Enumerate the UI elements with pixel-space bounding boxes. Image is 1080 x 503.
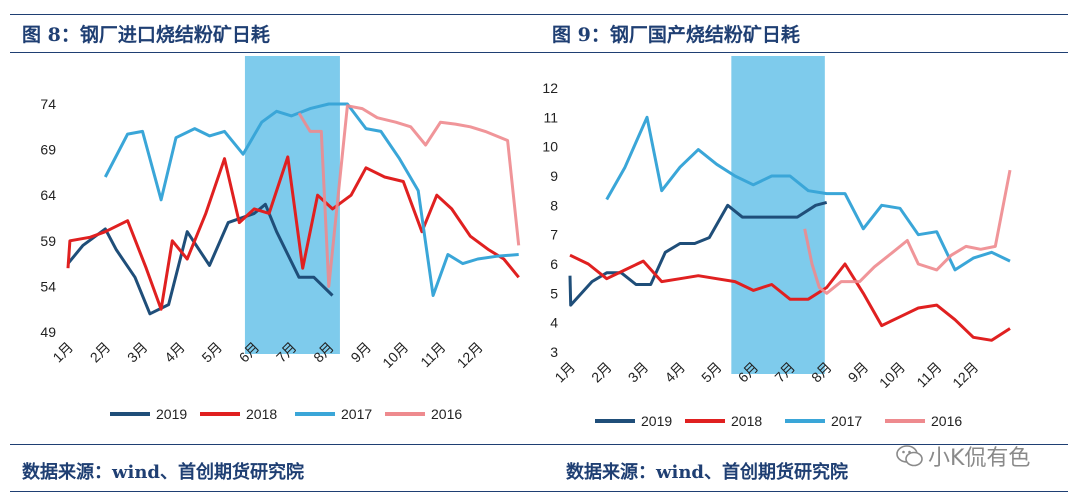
x-tick-label: 3月 [625, 359, 652, 386]
chart-left: 49 54 59 64 69 74 1月 2月 3月 4月 5月 6月 7月 8月 9月 10月 11月 12月 2… [10, 56, 530, 445]
y-tick-label: 8 [550, 197, 558, 213]
y-tick-label: 11 [543, 109, 558, 125]
legend-label-2019: 2019 [641, 413, 672, 429]
source-right: 数据来源：wind、首创期货研究院 [566, 462, 849, 483]
y-tick-label: 54 [40, 278, 56, 294]
series-line-2019 [568, 200, 828, 307]
x-tick-label: 1月 [49, 339, 76, 366]
watermark-text: 小K侃有色 [928, 446, 1031, 471]
series-line-2017 [605, 115, 1011, 272]
series-line-2018 [66, 155, 520, 311]
y-tick-label: 3 [550, 344, 558, 360]
x-tick-label: 12月 [454, 339, 486, 371]
y-tick-label: 64 [40, 187, 56, 203]
y-tick-label: 59 [40, 233, 56, 249]
legend-label-2017: 2017 [341, 406, 372, 422]
x-tick-label: 5月 [198, 339, 225, 366]
x-tick-label: 2月 [87, 339, 114, 366]
bottom-rule [10, 491, 1068, 492]
legend-label-2019: 2019 [156, 406, 187, 422]
series-line-2016 [297, 104, 521, 288]
x-tick-label: 4月 [661, 359, 688, 386]
x-tick-label: 2月 [588, 359, 615, 386]
highlight-band [731, 56, 825, 374]
x-tick-label: 5月 [698, 359, 725, 386]
x-tick-label: 11月 [913, 359, 944, 390]
x-tick-label: 1月 [551, 359, 578, 386]
chart-title-right: 图 9：钢厂国产烧结粉矿日耗 [552, 24, 800, 46]
y-tick-label: 10 [542, 139, 558, 155]
x-tick-label: 12月 [949, 359, 981, 391]
y-tick-label: 74 [40, 96, 56, 112]
chart-title-left: 图 8：钢厂进口烧结粉矿日耗 [22, 24, 270, 46]
series-line-2018 [569, 253, 1011, 342]
watermark: 小K侃有色 [896, 440, 1030, 474]
wechat-icon [896, 444, 924, 474]
y-tick-label: 7 [550, 227, 558, 243]
y-tick-label: 5 [550, 285, 558, 301]
x-tick-label: 10月 [876, 359, 908, 391]
legend-label-2017: 2017 [831, 413, 862, 429]
source-rule [10, 444, 1068, 445]
series-line-2016 [803, 169, 1012, 295]
legend-label-2018: 2018 [246, 406, 277, 422]
series-line-2019 [66, 202, 334, 316]
x-tick-label: 11月 [417, 339, 448, 370]
y-tick-label: 49 [40, 324, 56, 340]
top-rule [10, 14, 1068, 15]
y-tick-label: 12 [542, 80, 558, 96]
legend-label-2016: 2016 [931, 413, 962, 429]
x-tick-label: 4月 [161, 339, 188, 366]
source-left: 数据来源：wind、首创期货研究院 [22, 462, 305, 483]
y-tick-label: 4 [550, 315, 558, 331]
x-tick-label: 10月 [379, 339, 411, 371]
legend-label-2018: 2018 [731, 413, 762, 429]
series-line-2017 [103, 102, 519, 297]
x-tick-label: 9月 [347, 339, 374, 366]
y-tick-label: 9 [550, 168, 558, 184]
x-tick-label: 9月 [845, 359, 872, 386]
chart-right: 3 4 5 6 7 8 9 10 11 12 1月 2月 3月 4月 5月 6月 7月 8月 9月 10月 11月 12月… [540, 56, 1070, 445]
y-tick-label: 6 [550, 256, 558, 272]
y-tick-label: 69 [40, 142, 56, 158]
legend-label-2016: 2016 [431, 406, 462, 422]
x-tick-label: 3月 [124, 339, 151, 366]
title-rule [10, 52, 1068, 53]
